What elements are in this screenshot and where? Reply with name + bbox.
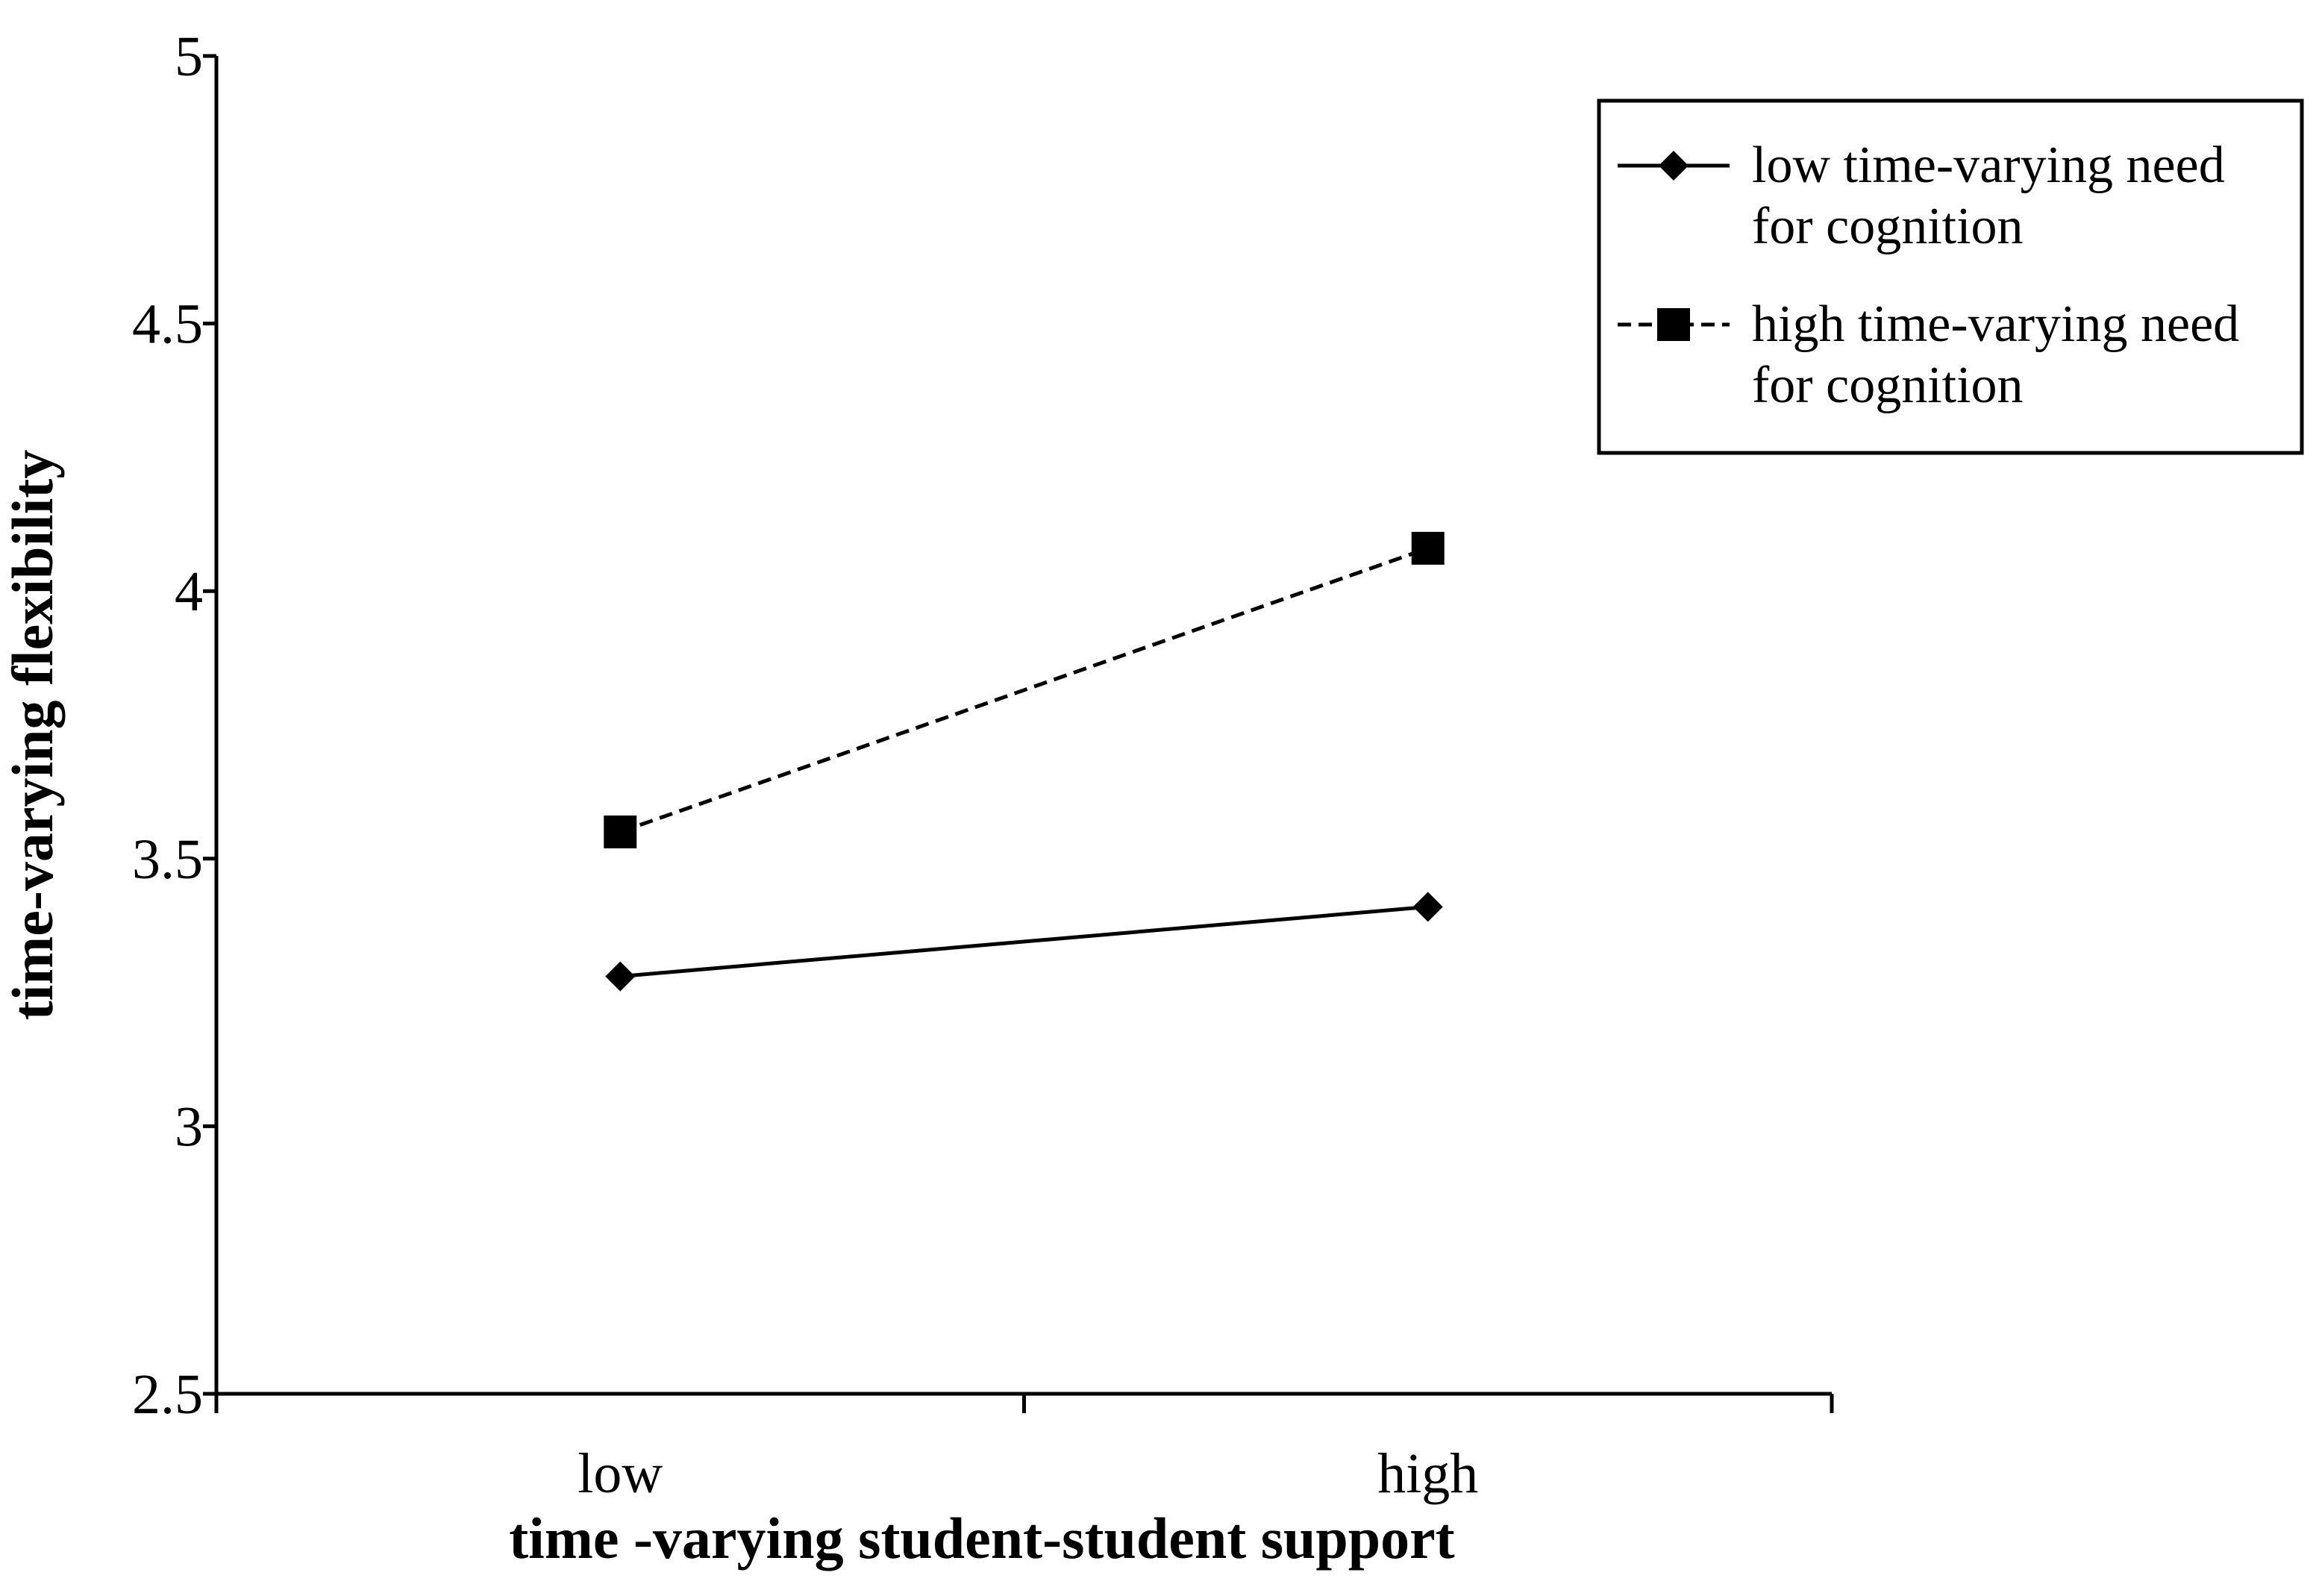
- legend-label: high time-varying need: [1752, 295, 2239, 353]
- y-tick-label: 3: [175, 1095, 203, 1158]
- x-tick-label: high: [1377, 1442, 1478, 1505]
- legend-marker-square: [1657, 308, 1690, 341]
- data-point-diamond: [605, 961, 636, 992]
- data-point-square: [604, 815, 637, 848]
- x-axis-title: time -varying student-student support: [509, 1506, 1455, 1571]
- legend-label: low time-varying need: [1752, 137, 2225, 194]
- y-axis-title: time-varying flexibility: [0, 450, 65, 1021]
- axes: [214, 56, 1832, 1396]
- y-tick-label: 4.5: [132, 293, 203, 356]
- y-axis-ticks: 2.5 3 3.5 4 4.5 5: [132, 25, 216, 1426]
- legend-box: [1597, 98, 2304, 455]
- series-line-1: [620, 904, 1428, 979]
- series-group: [604, 531, 1445, 992]
- x-tick-label: low: [578, 1442, 663, 1505]
- x-axis-ticks: low high: [214, 1394, 1834, 1505]
- y-tick-label: 4: [175, 560, 203, 623]
- legend-label: for cognition: [1752, 357, 2024, 414]
- data-point-square: [1411, 531, 1445, 565]
- series-line-2: [619, 546, 1429, 834]
- legend-marker-diamond: [1659, 151, 1689, 181]
- data-point-diamond: [1412, 892, 1443, 922]
- legend-label: for cognition: [1752, 198, 2024, 255]
- y-tick-label: 5: [175, 25, 203, 88]
- y-tick-label: 2.5: [132, 1363, 203, 1426]
- y-tick-label: 3.5: [132, 828, 203, 891]
